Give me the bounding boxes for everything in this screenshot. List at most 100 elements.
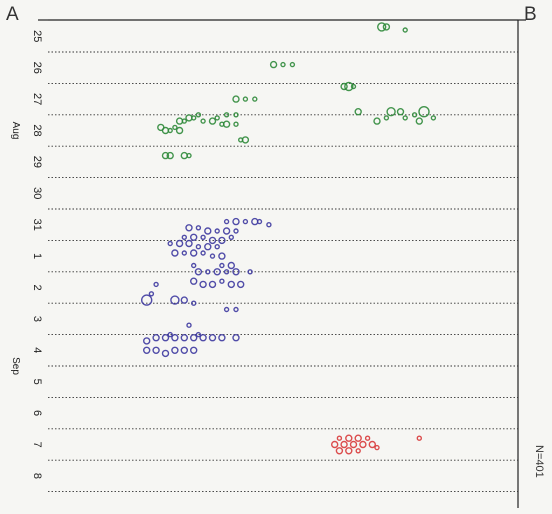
data-point	[189, 249, 198, 257]
y-tick-label: 29	[31, 156, 43, 168]
data-point	[148, 291, 155, 297]
data-point	[233, 112, 239, 118]
data-point	[232, 217, 240, 226]
data-point	[218, 236, 226, 245]
data-point	[190, 115, 197, 121]
corner-label-left: A	[6, 4, 19, 25]
data-point	[167, 331, 173, 338]
data-point	[199, 280, 207, 289]
y-tick-label: 26	[31, 62, 43, 74]
data-point	[222, 120, 231, 128]
data-point	[402, 115, 408, 121]
y-tick-label: 1	[31, 253, 43, 259]
data-point	[383, 115, 390, 121]
data-point	[185, 224, 193, 232]
data-point	[269, 60, 278, 69]
data-point	[205, 269, 211, 275]
data-point	[415, 117, 423, 125]
data-point	[396, 107, 405, 116]
data-point	[233, 228, 239, 234]
data-point	[152, 346, 160, 354]
data-point	[222, 227, 231, 235]
data-point	[266, 221, 272, 228]
data-point	[236, 280, 245, 289]
data-point	[208, 280, 217, 289]
data-point	[161, 151, 170, 160]
data-points	[140, 22, 437, 455]
data-point	[161, 349, 170, 358]
y-tick-label: 30	[31, 187, 43, 199]
data-point	[227, 261, 236, 270]
data-point	[180, 334, 189, 342]
data-point	[199, 334, 207, 342]
data-point	[180, 346, 189, 354]
data-point	[218, 252, 226, 260]
data-point	[209, 253, 216, 259]
data-point	[167, 127, 173, 134]
data-point	[153, 281, 159, 288]
data-point	[364, 435, 371, 441]
y-tick-label: 4	[31, 347, 43, 353]
data-point	[170, 295, 180, 305]
data-point	[232, 334, 240, 342]
data-point	[186, 322, 192, 328]
data-point	[223, 218, 230, 225]
data-point	[195, 243, 202, 250]
data-point	[289, 61, 296, 68]
data-point	[233, 121, 239, 127]
data-point	[200, 234, 206, 241]
data-point	[189, 346, 198, 354]
data-point	[189, 334, 198, 342]
data-point	[402, 27, 408, 33]
data-point	[186, 152, 192, 159]
data-point	[208, 236, 217, 245]
data-point	[242, 96, 249, 102]
y-tick-label: 5	[31, 379, 43, 385]
data-point	[189, 277, 198, 285]
data-point	[140, 294, 153, 306]
data-point	[242, 218, 249, 225]
y-tick-label: 8	[31, 473, 43, 479]
data-point	[142, 346, 151, 354]
data-point	[241, 136, 250, 144]
data-point	[214, 243, 220, 250]
data-point	[208, 117, 217, 125]
data-point	[175, 239, 184, 248]
data-point	[195, 331, 202, 338]
data-point	[142, 337, 151, 345]
data-point	[161, 334, 170, 342]
data-point	[181, 234, 188, 241]
data-point	[411, 112, 418, 118]
data-point	[219, 278, 225, 284]
data-point	[232, 268, 240, 276]
data-point	[223, 112, 230, 118]
y-tick-label: 2	[31, 284, 43, 290]
month-label: Sep	[10, 357, 21, 375]
data-point	[190, 300, 197, 306]
data-point	[374, 444, 380, 451]
data-point	[373, 117, 381, 125]
data-point	[355, 448, 361, 454]
data-point	[166, 151, 174, 160]
data-point	[345, 434, 353, 442]
data-point	[200, 118, 206, 124]
data-point	[172, 124, 178, 131]
y-tick-label: 3	[31, 316, 43, 322]
data-point	[227, 280, 236, 289]
data-point	[190, 262, 197, 269]
data-point	[189, 233, 198, 242]
data-point	[386, 106, 396, 117]
data-point	[175, 126, 184, 135]
data-point	[340, 440, 348, 449]
y-tick-label: 28	[31, 124, 43, 136]
data-point	[354, 107, 362, 116]
data-point	[152, 334, 160, 342]
data-point	[336, 435, 343, 441]
data-point	[171, 346, 179, 354]
data-point	[167, 240, 173, 247]
data-point	[223, 269, 230, 275]
data-point	[430, 115, 437, 121]
y-tick-label: 31	[31, 219, 43, 231]
data-point	[232, 95, 240, 103]
